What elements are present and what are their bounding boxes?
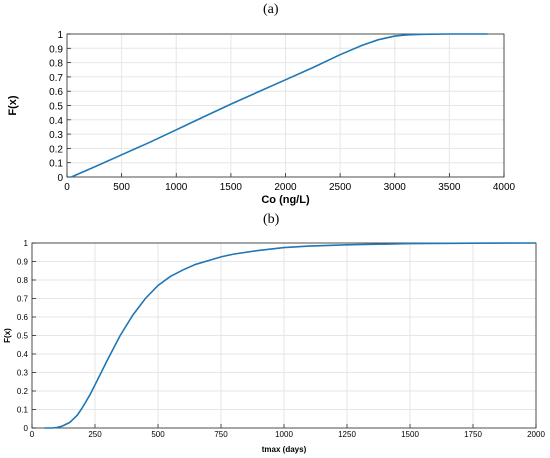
x-tick-label: 500 — [151, 430, 165, 439]
x-tick-label: 750 — [214, 430, 228, 439]
y-tick-label: 0.5 — [49, 102, 63, 113]
y-axis-label: F(x) — [3, 328, 12, 343]
axes-box — [31, 242, 537, 429]
axes-box — [66, 33, 505, 178]
y-tick-label: 0.7 — [49, 73, 63, 84]
y-tick-label: 0.4 — [17, 350, 29, 359]
y-tick-label: 0.8 — [49, 59, 63, 70]
x-tick-label: 250 — [88, 430, 102, 439]
y-tick-label: 0.5 — [17, 332, 29, 341]
x-tick-label: 1500 — [401, 430, 419, 439]
panel-label-b: (b) — [263, 212, 280, 227]
x-axis-label: Co (ng/L) — [261, 194, 310, 206]
y-tick-label: 0.1 — [17, 406, 29, 415]
x-tick-label: 2500 — [329, 182, 352, 193]
y-tick-label: 0 — [57, 173, 63, 184]
x-tick-label: 1000 — [275, 430, 293, 439]
y-tick-label: 1 — [57, 30, 63, 41]
x-tick-label: 3500 — [438, 182, 461, 193]
y-tick-label: 0.6 — [17, 313, 29, 322]
y-tick-label: 1 — [24, 239, 29, 248]
x-tick-label: 1250 — [338, 430, 356, 439]
x-tick-label: 0 — [30, 430, 35, 439]
y-tick-label: 0.3 — [17, 369, 29, 378]
x-tick-label: 1500 — [220, 182, 243, 193]
panel-label-a: (a) — [263, 2, 279, 17]
y-axis-label: F(x) — [7, 95, 19, 116]
y-tick-label: 0 — [24, 424, 29, 433]
x-tick-label: 1750 — [464, 430, 482, 439]
x-tick-label: 0 — [64, 182, 70, 193]
x-tick-label: 1000 — [165, 182, 188, 193]
y-tick-label: 0.6 — [49, 87, 63, 98]
x-tick-label: 4000 — [493, 182, 516, 193]
y-tick-label: 0.4 — [49, 116, 63, 127]
cdf-line — [44, 242, 537, 429]
x-tick-label: 2000 — [274, 182, 297, 193]
cdf-line — [71, 33, 488, 178]
x-tick-label: 2000 — [527, 430, 545, 439]
y-tick-label: 0.2 — [49, 144, 63, 155]
y-tick-label: 0.8 — [17, 276, 29, 285]
y-tick-label: 0.7 — [17, 295, 29, 304]
x-tick-label: 500 — [113, 182, 130, 193]
y-tick-label: 0.9 — [49, 44, 63, 55]
x-tick-label: 3000 — [384, 182, 407, 193]
y-tick-label: 0.3 — [49, 130, 63, 141]
y-tick-label: 0.2 — [17, 387, 29, 396]
y-tick-label: 0.1 — [49, 159, 63, 170]
x-axis-label: tmax (days) — [262, 445, 307, 454]
y-tick-label: 0.9 — [17, 258, 29, 267]
